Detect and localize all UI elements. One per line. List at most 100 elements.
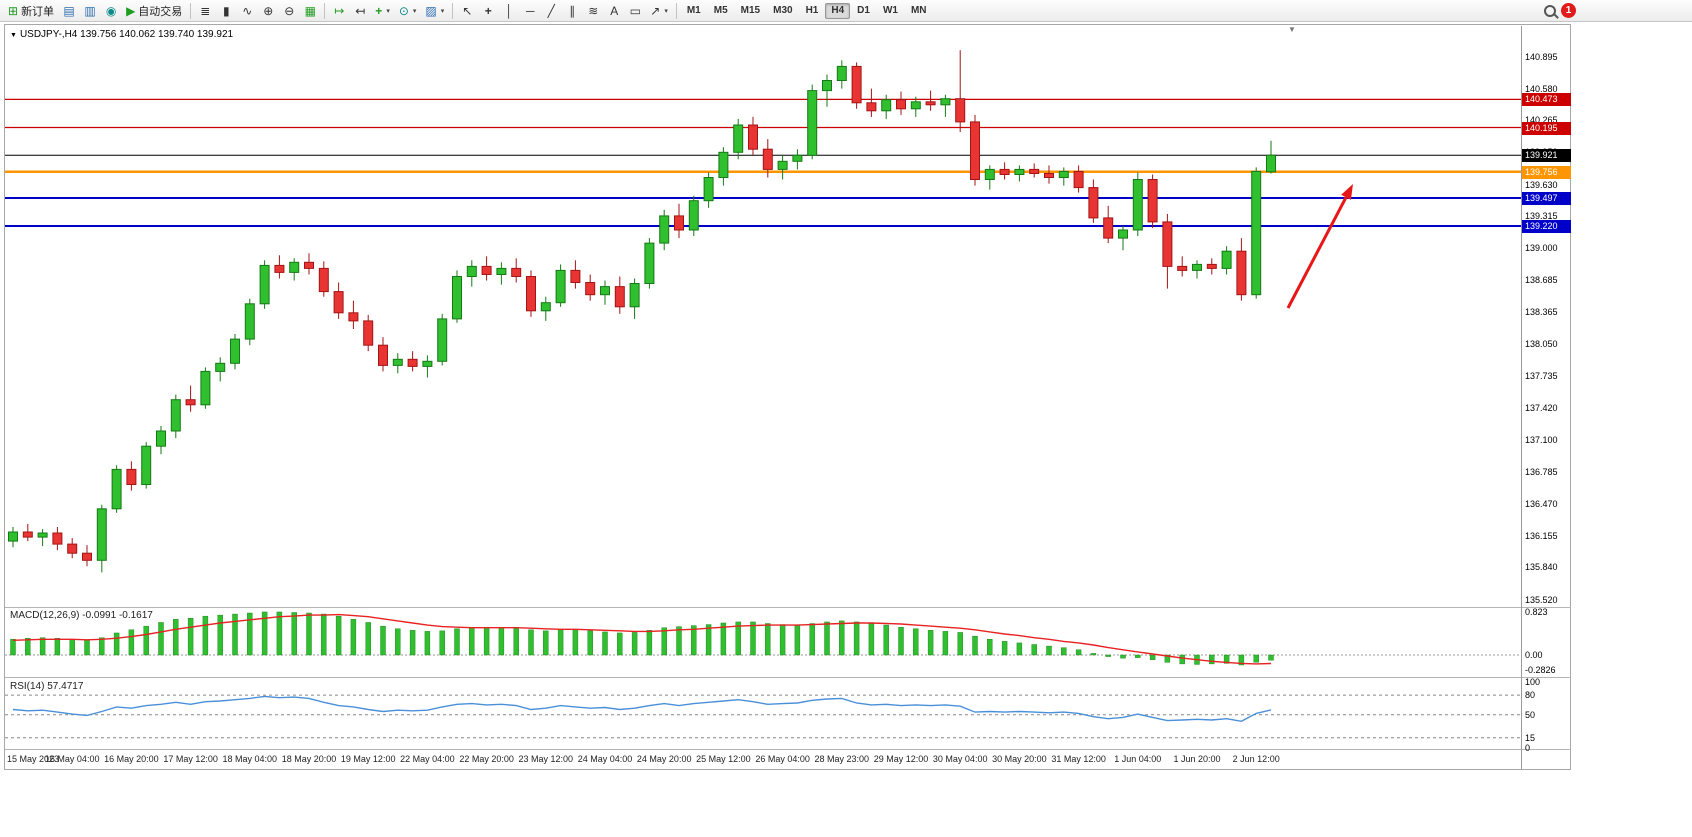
auto-scroll-button[interactable]: ↦ xyxy=(329,2,349,20)
label-button[interactable]: ▭ xyxy=(625,2,645,20)
search-button[interactable] xyxy=(1540,2,1560,20)
one-click-panel-toggle[interactable]: ▼ xyxy=(10,32,17,39)
channel-button[interactable]: ∥ xyxy=(562,2,582,20)
macd-bar xyxy=(84,640,90,656)
crosshair-button[interactable]: + xyxy=(478,2,498,20)
candle-body xyxy=(1147,179,1158,223)
rsi-scale-label: 50 xyxy=(1525,709,1536,720)
macd-bar xyxy=(809,623,815,656)
rsi-line xyxy=(12,695,1272,723)
candle-body xyxy=(614,286,625,308)
timeframe-m1[interactable]: M1 xyxy=(681,3,707,19)
autotrading-button[interactable]: ▶ 自动交易 xyxy=(122,2,186,20)
toolbar-separator xyxy=(452,2,454,19)
candle-chart-button[interactable]: ▮ xyxy=(216,2,236,20)
price-axis-label: 136.155 xyxy=(1525,530,1558,541)
macd-signal-line xyxy=(12,613,1272,665)
candle-body xyxy=(466,265,477,277)
notification-badge[interactable]: 1 xyxy=(1561,3,1576,18)
annotation-arrow[interactable] xyxy=(1286,184,1353,309)
macd-bar xyxy=(158,622,164,656)
price-axis-label: 135.840 xyxy=(1525,562,1558,573)
macd-bar xyxy=(217,614,223,656)
profiles-button[interactable]: ▥ xyxy=(80,2,100,20)
periods-button[interactable]: ⊙ ▾ xyxy=(395,2,421,20)
candle-body xyxy=(1251,170,1262,296)
macd-bar xyxy=(202,615,209,656)
indicators-icon: + xyxy=(375,3,383,18)
new-chart-button[interactable]: ▤ xyxy=(59,2,79,20)
cursor-button[interactable]: ↖ xyxy=(457,2,477,20)
candle-body xyxy=(1058,170,1069,178)
time-axis[interactable]: 15 May 2023 16 May 04:00 16 May 20:00 17 Ma… xyxy=(5,750,1571,769)
candle-body xyxy=(274,264,285,273)
new-order-button[interactable]: ⊞ 新订单 xyxy=(4,2,58,20)
timeframe-d1[interactable]: D1 xyxy=(851,3,876,19)
time-axis-label: 1 Jun 04:00 xyxy=(1114,754,1162,764)
fibonacci-button[interactable]: ≋ xyxy=(583,2,603,20)
tile-windows-button[interactable]: ▦ xyxy=(300,2,320,20)
price-tag: 140.473 xyxy=(1522,93,1571,107)
text-button[interactable]: A xyxy=(604,2,624,20)
time-axis-label: 18 May 20:00 xyxy=(281,754,337,764)
candles-layer xyxy=(8,50,1276,573)
candle-body xyxy=(511,267,522,277)
price-axis[interactable]: 140.895140.580140.265139.950139.630139.3… xyxy=(1522,0,1582,770)
profiles-icon: ▥ xyxy=(84,3,96,18)
macd-bar xyxy=(646,630,653,656)
macd-bar xyxy=(1179,654,1185,665)
rsi-scale-label: 100 xyxy=(1525,677,1541,687)
macd-scale-label: -0.2826 xyxy=(1525,664,1556,675)
chart-shift-marker[interactable]: ▼ xyxy=(1288,25,1296,34)
chart-shift-button[interactable]: ↤ xyxy=(350,2,370,20)
macd-bar xyxy=(1001,641,1008,656)
arrows-button[interactable]: ↗ ▾ xyxy=(646,2,672,20)
bar-chart-button[interactable]: ≣ xyxy=(195,2,215,20)
rsi-scale-label: 80 xyxy=(1525,690,1536,701)
candle-body xyxy=(52,532,63,545)
price-axis-label: 140.895 xyxy=(1525,51,1558,62)
trendline-icon: ╱ xyxy=(547,3,555,18)
candle-body xyxy=(940,98,951,106)
trendline-button[interactable]: ╱ xyxy=(541,2,561,20)
macd-bar xyxy=(927,630,934,656)
macd-bar xyxy=(587,630,593,656)
pane-separator[interactable] xyxy=(5,607,1571,608)
line-chart-button[interactable]: ∿ xyxy=(237,2,257,20)
candle-body xyxy=(999,168,1010,175)
refresh-button[interactable]: ◉ xyxy=(101,2,121,20)
vertical-line-button[interactable]: │ xyxy=(499,2,519,20)
timeframe-h4[interactable]: H4 xyxy=(825,2,851,19)
timeframe-w1[interactable]: W1 xyxy=(877,3,904,19)
macd-label: MACD(12,26,9) -0.0991 -0.1617 xyxy=(10,610,153,621)
zoom-in-button[interactable]: ⊕ xyxy=(258,2,278,20)
candle-body xyxy=(304,261,314,269)
macd-pane[interactable] xyxy=(5,608,1521,677)
main-candlestick-chart[interactable] xyxy=(5,26,1521,606)
time-axis-label: 15 May 2023 xyxy=(7,754,60,764)
candle-body xyxy=(955,98,966,123)
clock-icon: ⊙ xyxy=(398,3,409,18)
timeframe-m5[interactable]: M5 xyxy=(708,3,734,19)
templates-button[interactable]: ▨ ▾ xyxy=(421,2,448,20)
indicators-button[interactable]: + ▾ xyxy=(371,2,394,20)
timeframe-mn[interactable]: MN xyxy=(905,3,933,19)
macd-bar xyxy=(898,626,904,656)
macd-bar xyxy=(676,626,682,656)
timeframe-m30[interactable]: M30 xyxy=(767,3,798,19)
price-axis-label: 139.000 xyxy=(1525,243,1558,254)
bar-chart-icon: ≣ xyxy=(200,3,211,18)
macd-bar xyxy=(424,631,431,656)
candle-body xyxy=(925,101,936,106)
macd-bar xyxy=(232,613,238,656)
pane-separator[interactable] xyxy=(5,677,1571,678)
horizontal-line-button[interactable]: ─ xyxy=(520,2,540,20)
time-axis-label: 24 May 20:00 xyxy=(636,754,692,764)
zoom-out-button[interactable]: ⊖ xyxy=(279,2,299,20)
timeframe-h1[interactable]: H1 xyxy=(800,3,825,19)
rsi-pane[interactable] xyxy=(5,678,1521,749)
toolbar-separator xyxy=(190,2,192,19)
timeframe-m15[interactable]: M15 xyxy=(735,3,766,19)
time-axis-label: 19 May 12:00 xyxy=(340,754,396,764)
macd-bar xyxy=(661,627,667,656)
